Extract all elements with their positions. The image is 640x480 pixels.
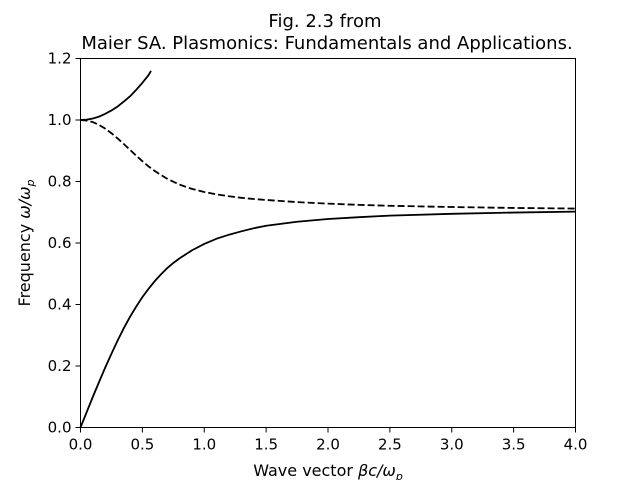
y-tick-label: 0.4	[48, 296, 72, 314]
y-axis-label: Frequency ω/ωp	[15, 180, 37, 307]
tick-layer: 0.0 0.5 1.0 1.5 2.0 2.5 3.0 3.5 4.0 0.0 0.2 0.4 0.6 0…	[48, 50, 588, 454]
x-tick-label: 2.5	[378, 436, 402, 454]
x-tick-label: 4.0	[564, 436, 588, 454]
x-tick-label: 1.5	[254, 436, 278, 454]
x-tick-label: 3.0	[440, 436, 464, 454]
x-axis-label: Wave vector βc/ωp	[253, 461, 403, 480]
y-tick-label: 1.2	[48, 50, 72, 68]
series-line-2	[80, 70, 152, 121]
y-tick-label: 0.2	[48, 357, 72, 375]
chart-title-line-1: Fig. 2.3 from	[268, 11, 381, 32]
plot-frame	[80, 58, 576, 428]
series-line-1	[79, 210, 576, 428]
y-tick-label: 0.8	[48, 173, 72, 191]
x-tick-label: 3.5	[502, 436, 526, 454]
x-tick-label: 2.0	[316, 436, 340, 454]
series-line-3	[80, 119, 576, 210]
curves-layer	[79, 70, 576, 428]
y-tick-label: 0.6	[48, 234, 72, 252]
x-tick-label: 0.0	[69, 436, 93, 454]
y-tick-label: 1.0	[48, 111, 72, 129]
y-tick-label: 0.0	[48, 419, 72, 437]
chart-title-line-2: Maier SA. Plasmonics: Fundamentals and A…	[81, 33, 572, 54]
x-tick-label: 0.5	[130, 436, 154, 454]
x-tick-label: 1.0	[192, 436, 216, 454]
